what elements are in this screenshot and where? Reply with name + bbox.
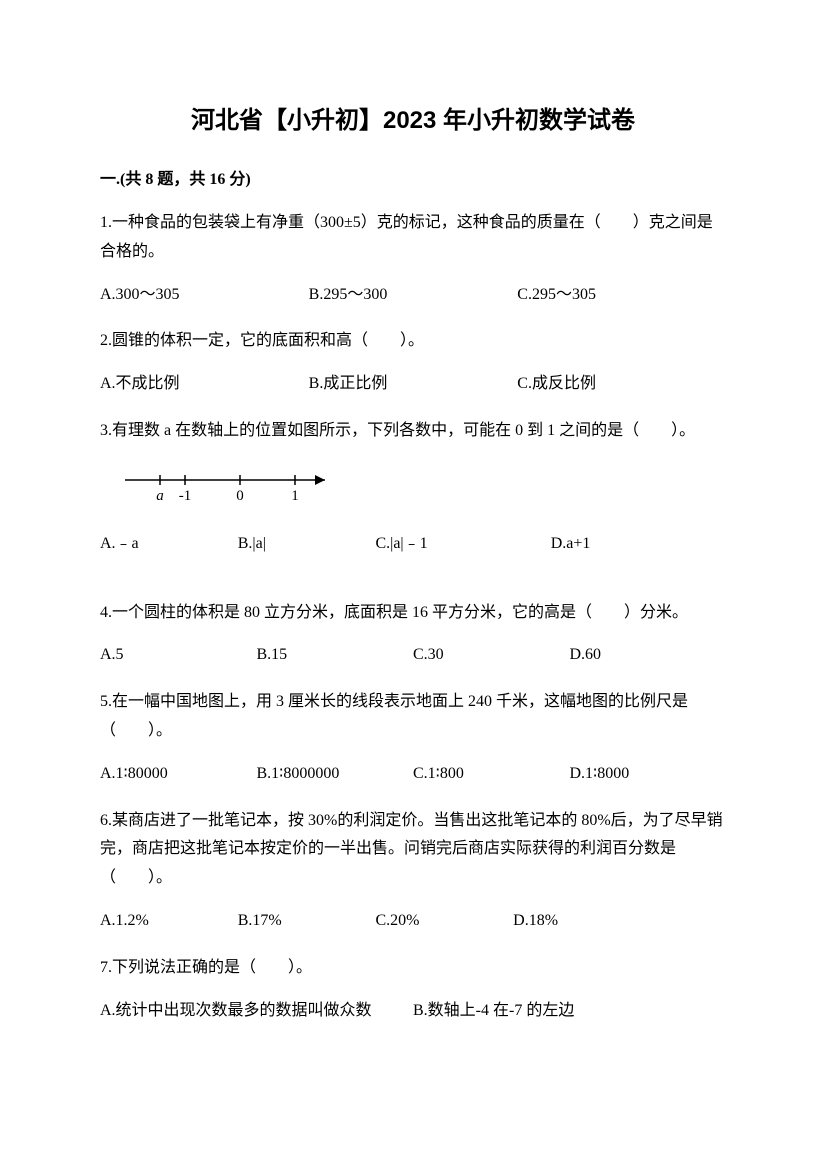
option-c: C.|a|﹣1 — [375, 530, 550, 559]
option-c: C.20% — [375, 907, 513, 936]
question-5-options: A.1∶80000 B.1∶8000000 C.1∶800 D.1∶8000 — [100, 760, 726, 789]
option-b: B.成正比例 — [309, 370, 518, 399]
option-b: B.17% — [238, 907, 376, 936]
question-2-options: A.不成比例 B.成正比例 C.成反比例 — [100, 370, 726, 399]
label-neg1: -1 — [179, 488, 192, 504]
option-c: C.成反比例 — [517, 370, 726, 399]
option-b: B.295～300 — [309, 281, 518, 310]
option-d: D.18% — [513, 907, 651, 936]
question-5: 5.在一幅中国地图上，用 3 厘米长的线段表示地面上 240 千米，这幅地图的比… — [100, 688, 726, 788]
option-a: A.1.2% — [100, 907, 238, 936]
option-c: C.1∶800 — [413, 760, 570, 789]
question-2: 2.圆锥的体积一定，它的底面积和高（ ）。 A.不成比例 B.成正比例 C.成反… — [100, 327, 726, 399]
question-4: 4.一个圆柱的体积是 80 立方分米，底面积是 16 平方分米，它的高是（ ）分… — [100, 599, 726, 671]
number-line-diagram: a -1 0 1 — [120, 460, 726, 510]
option-b: B.数轴上-4 在-7 的左边 — [413, 997, 726, 1026]
label-zero: 0 — [236, 488, 244, 504]
question-7: 7.下列说法正确的是（ ）。 A.统计中出现次数最多的数据叫做众数 B.数轴上-… — [100, 954, 726, 1026]
question-6-options: A.1.2% B.17% C.20% D.18% — [100, 907, 726, 936]
question-7-text: 7.下列说法正确的是（ ）。 — [100, 954, 726, 983]
question-3: 3.有理数 a 在数轴上的位置如图所示，下列各数中，可能在 0 到 1 之间的是… — [100, 417, 726, 559]
question-1-text: 1.一种食品的包装袋上有净重（300±5）克的标记，这种食品的质量在（ ）克之间… — [100, 209, 726, 267]
question-4-text: 4.一个圆柱的体积是 80 立方分米，底面积是 16 平方分米，它的高是（ ）分… — [100, 599, 726, 628]
option-b: B.1∶8000000 — [257, 760, 414, 789]
option-a: A.1∶80000 — [100, 760, 257, 789]
section-header: 一.(共 8 题，共 16 分) — [100, 165, 726, 189]
option-a: A.5 — [100, 641, 257, 670]
question-5-text: 5.在一幅中国地图上，用 3 厘米长的线段表示地面上 240 千米，这幅地图的比… — [100, 688, 726, 746]
question-6: 6.某商店进了一批笔记本，按 30%的利润定价。当售出这批笔记本的 80%后，为… — [100, 807, 726, 936]
option-a: A.300～305 — [100, 281, 309, 310]
option-a: A.不成比例 — [100, 370, 309, 399]
label-a: a — [156, 488, 164, 504]
question-4-options: A.5 B.15 C.30 D.60 — [100, 641, 726, 670]
question-2-text: 2.圆锥的体积一定，它的底面积和高（ ）。 — [100, 327, 726, 356]
question-7-options: A.统计中出现次数最多的数据叫做众数 B.数轴上-4 在-7 的左边 — [100, 997, 726, 1026]
option-c: C.30 — [413, 641, 570, 670]
question-1: 1.一种食品的包装袋上有净重（300±5）克的标记，这种食品的质量在（ ）克之间… — [100, 209, 726, 309]
option-d: D.60 — [570, 641, 727, 670]
question-3-options: A.﹣a B.|a| C.|a|﹣1 D.a+1 — [100, 530, 726, 559]
label-one: 1 — [291, 488, 299, 504]
question-3-text: 3.有理数 a 在数轴上的位置如图所示，下列各数中，可能在 0 到 1 之间的是… — [100, 417, 726, 446]
page-title: 河北省【小升初】2023 年小升初数学试卷 — [100, 100, 726, 135]
option-d: D.1∶8000 — [570, 760, 727, 789]
option-b: B.15 — [257, 641, 414, 670]
option-b: B.|a| — [238, 530, 376, 559]
question-6-text: 6.某商店进了一批笔记本，按 30%的利润定价。当售出这批笔记本的 80%后，为… — [100, 807, 726, 893]
question-1-options: A.300～305 B.295～300 C.295～305 — [100, 281, 726, 310]
option-a: A.统计中出现次数最多的数据叫做众数 — [100, 997, 413, 1026]
option-a: A.﹣a — [100, 530, 238, 559]
option-d: D.a+1 — [551, 530, 726, 559]
option-c: C.295～305 — [517, 281, 726, 310]
